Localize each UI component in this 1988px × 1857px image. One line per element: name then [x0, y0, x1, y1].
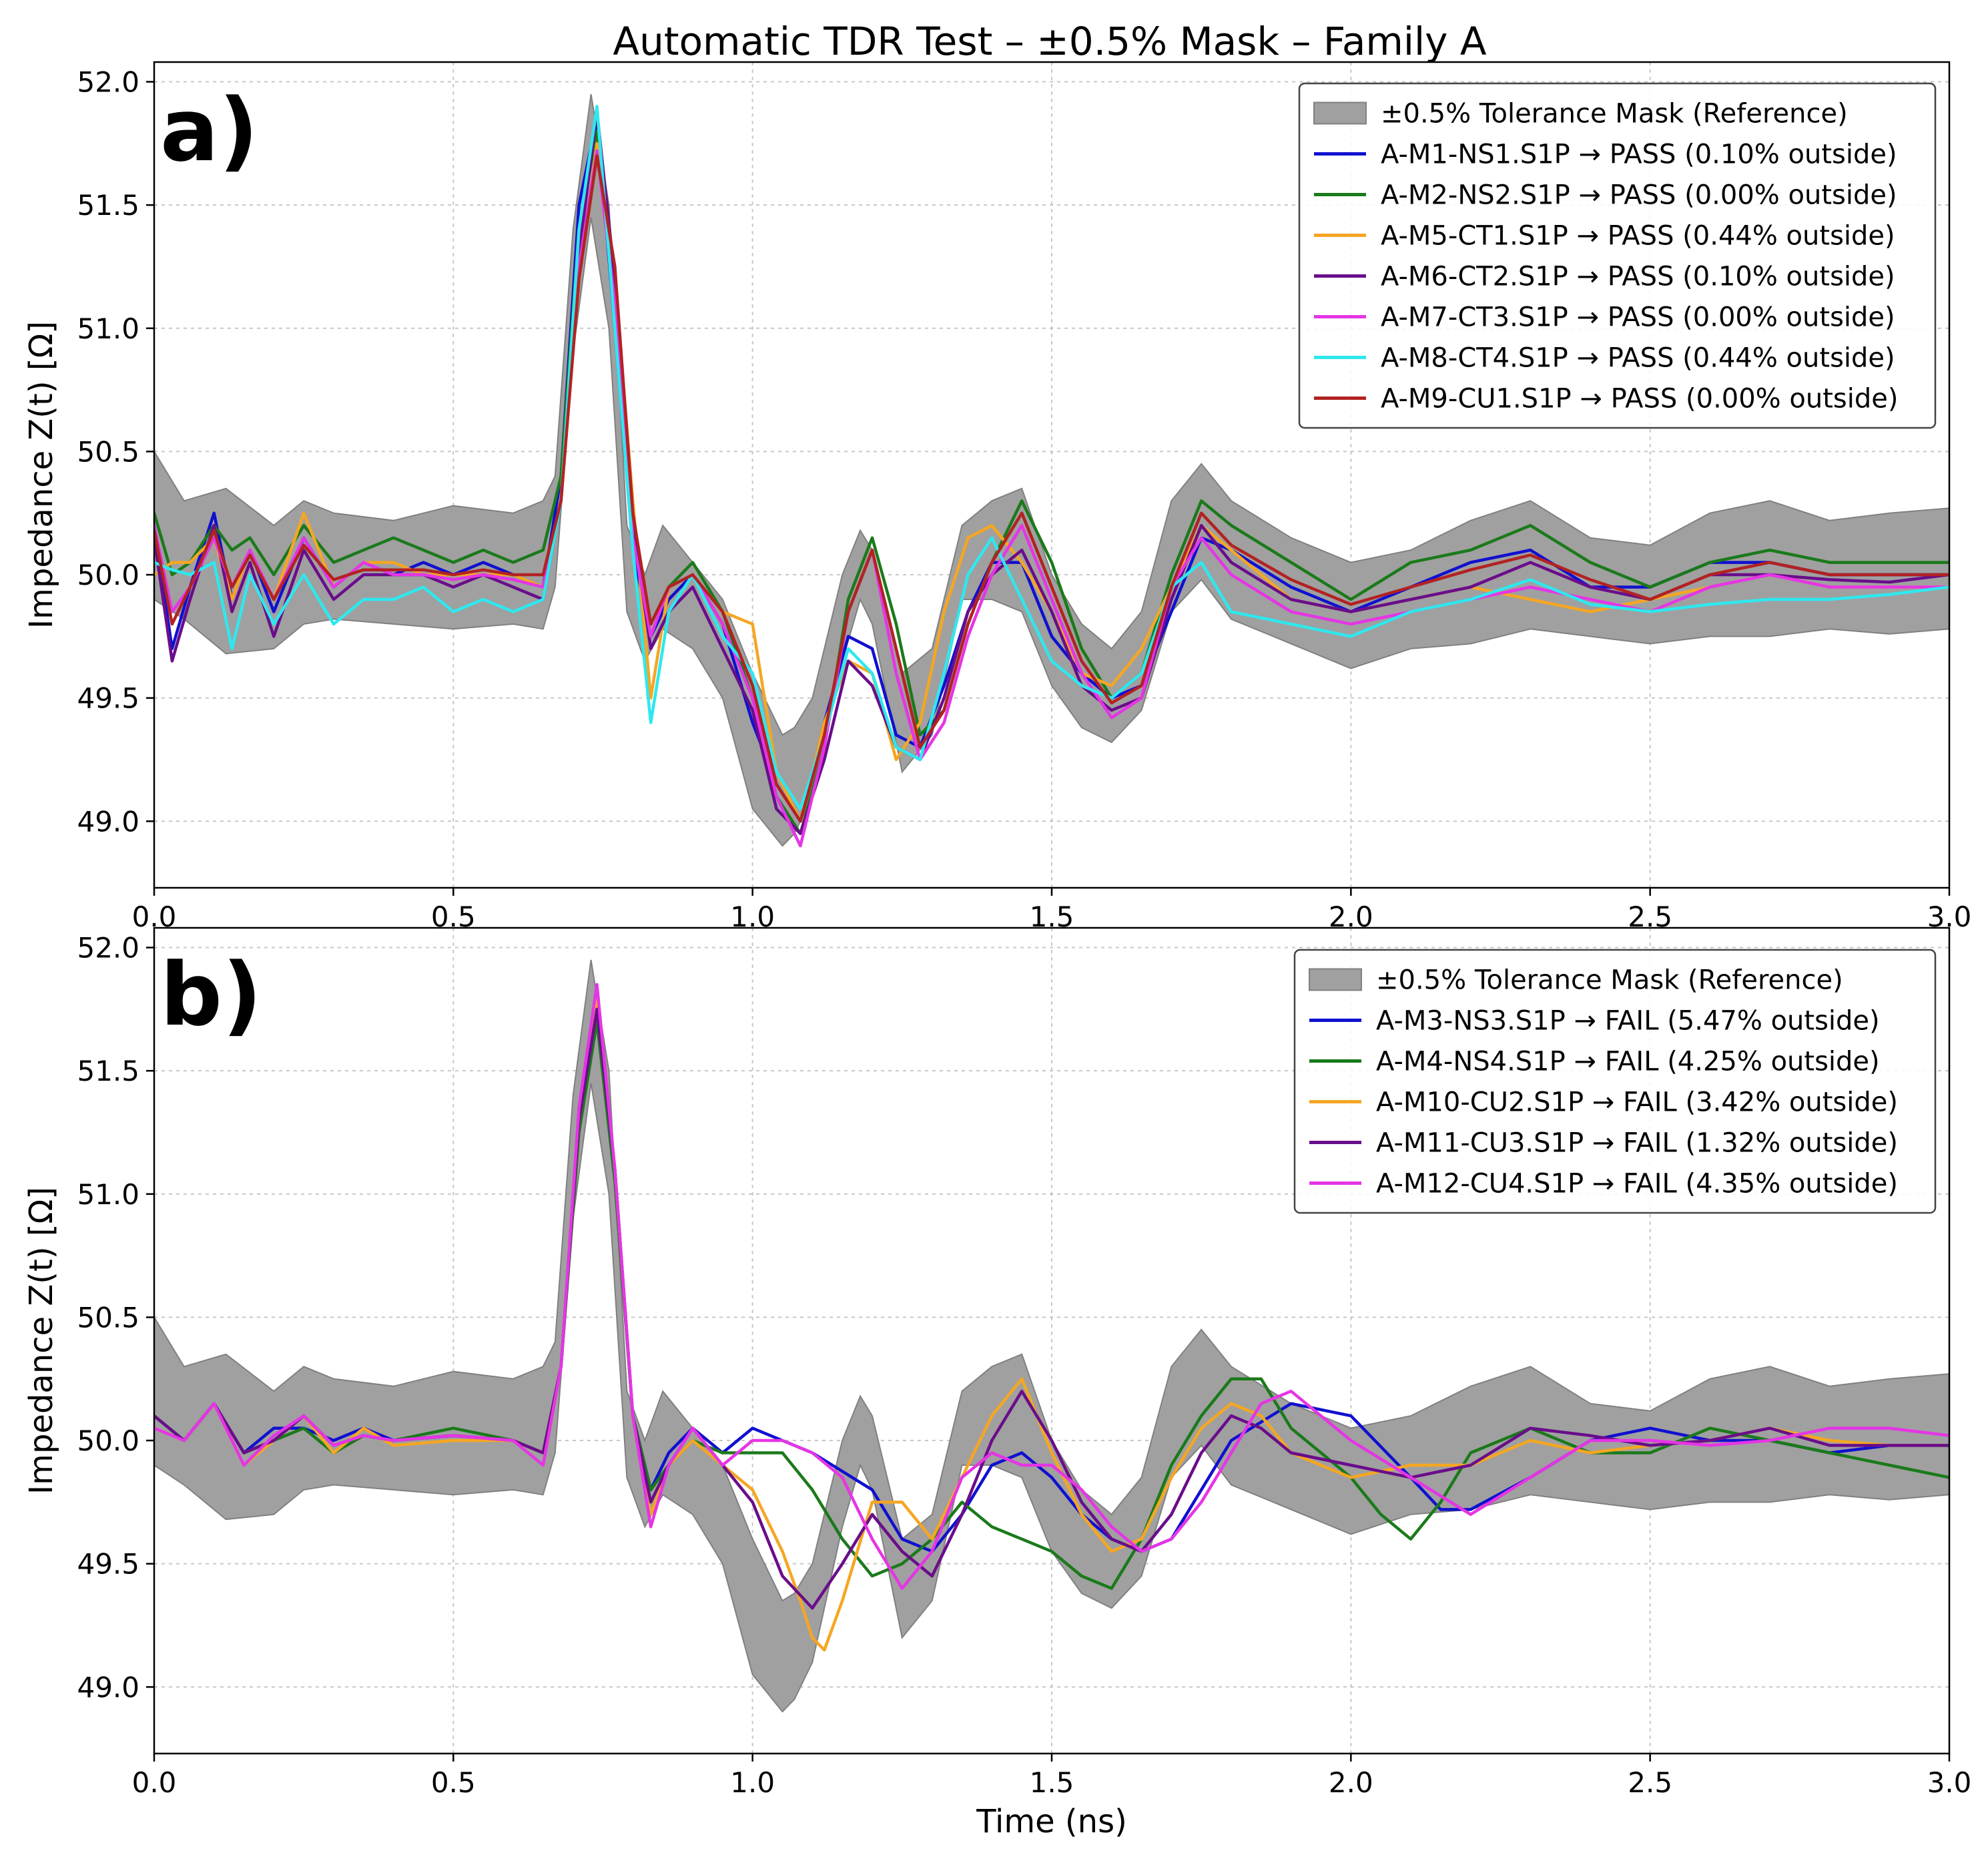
chart-title: Automatic TDR Test – ±0.5% Mask – Family…	[613, 19, 1487, 64]
y-tick-label: 51.0	[77, 1178, 139, 1211]
series-line-4	[154, 983, 1949, 1590]
y-tick-label: 49.0	[77, 1671, 139, 1703]
series-line-1	[154, 1020, 1949, 1590]
y-tick-label: 49.5	[77, 1548, 139, 1581]
y-tick-label: 51.5	[77, 1055, 139, 1087]
y-tick-label: 50.0	[77, 1424, 139, 1457]
x-tick-label: 0.0	[132, 1766, 177, 1799]
y-axis-label: Impedance Z(t) [Ω]	[23, 321, 60, 629]
y-tick-label: 52.0	[77, 66, 139, 99]
legend-label-mask: ±0.5% Tolerance Mask (Reference)	[1376, 965, 1843, 996]
x-tick-label: 2.5	[1628, 1766, 1672, 1799]
series-line-2	[154, 995, 1949, 1652]
plot-area	[154, 93, 1949, 848]
x-tick-label: 1.0	[730, 1766, 775, 1799]
panel-b: 0.0 0.5 1.0 1.5 2.0 2.5 3.0 49.0 49.5 50.0 50.5 51.…	[23, 926, 1972, 1840]
series-line-5	[154, 105, 1949, 811]
legend-swatch-mask	[1313, 101, 1367, 125]
y-tick-label: 51.0	[77, 312, 139, 345]
legend-label-3: A-M11-CU3.S1P → FAIL (1.32% outside)	[1376, 1128, 1898, 1159]
y-tick-label: 50.5	[77, 1301, 139, 1334]
panel-label: b)	[160, 944, 262, 1045]
y-tick-label: 51.5	[77, 189, 139, 222]
series-line-6	[154, 154, 1949, 823]
y-tick-label: 49.5	[77, 682, 139, 715]
legend-label-0: A-M3-NS3.S1P → FAIL (5.47% outside)	[1376, 1006, 1880, 1037]
legend-label-5: A-M8-CT4.S1P → PASS (0.44% outside)	[1381, 343, 1895, 374]
legend-label-mask: ±0.5% Tolerance Mask (Reference)	[1381, 99, 1848, 129]
legend-swatch-mask	[1309, 968, 1362, 991]
legend: ±0.5% Tolerance Mask (Reference) A-M3-NS3…	[1293, 949, 1937, 1214]
legend-label-6: A-M9-CU1.S1P → PASS (0.00% outside)	[1381, 384, 1898, 415]
legend-label-2: A-M5-CT1.S1P → PASS (0.44% outside)	[1381, 221, 1895, 252]
x-tick-label: 0.5	[431, 1766, 476, 1799]
legend-label-4: A-M12-CU4.S1P → FAIL (4.35% outside)	[1376, 1169, 1898, 1200]
y-axis-label: Impedance Z(t) [Ω]	[23, 1187, 60, 1495]
x-tick-label: 1.5	[1030, 1766, 1074, 1799]
legend-label-4: A-M7-CT3.S1P → PASS (0.00% outside)	[1381, 302, 1895, 333]
legend-label-1: A-M4-NS4.S1P → FAIL (4.25% outside)	[1376, 1047, 1880, 1077]
plot-area	[154, 959, 1949, 1713]
y-tick-label: 50.5	[77, 435, 139, 468]
legend: ±0.5% Tolerance Mask (Reference) A-M1-NS1…	[1298, 82, 1937, 429]
panel-label: a)	[160, 79, 258, 181]
y-tick-label: 50.0	[77, 559, 139, 591]
x-tick-label: 3.0	[1927, 1766, 1972, 1799]
x-axis-label: Time (ns)	[976, 1803, 1127, 1840]
y-tick-label: 52.0	[77, 932, 139, 965]
legend-label-3: A-M6-CT2.S1P → PASS (0.10% outside)	[1381, 262, 1895, 292]
legend-label-2: A-M10-CU2.S1P → FAIL (3.42% outside)	[1376, 1087, 1898, 1118]
y-tick-label: 49.0	[77, 805, 139, 838]
series-line-4	[154, 149, 1949, 848]
x-tick-label: 2.0	[1329, 1766, 1373, 1799]
legend-label-0: A-M1-NS1.S1P → PASS (0.10% outside)	[1381, 140, 1897, 170]
legend-label-1: A-M2-NS2.S1P → PASS (0.00% outside)	[1381, 180, 1897, 211]
panel-a: 0.0 0.5 1.0 1.5 2.0 2.5 3.049.049.550.050.551.…	[23, 61, 1971, 933]
